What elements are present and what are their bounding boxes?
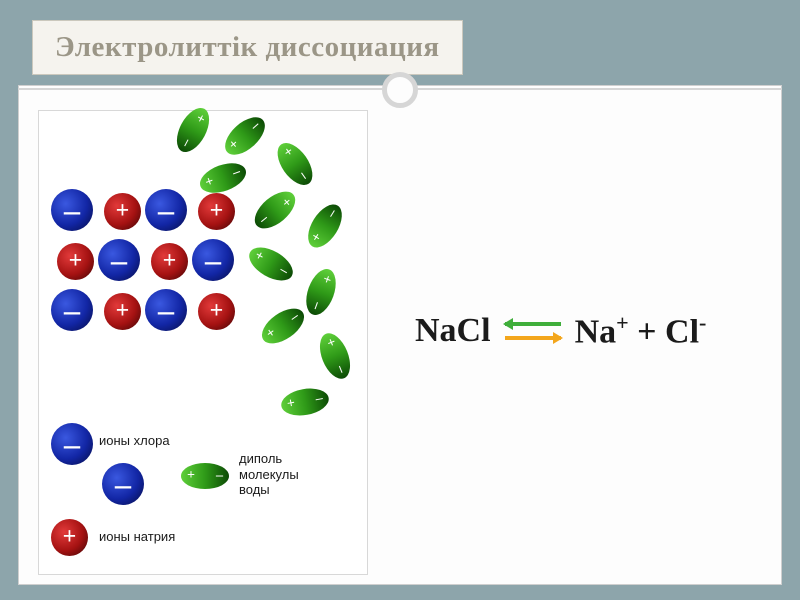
chloride-ion: –: [51, 289, 93, 331]
sodium-ion: +: [151, 243, 188, 280]
sodium-ion: +: [198, 293, 235, 330]
equilibrium-arrows: [505, 318, 561, 344]
equation-lhs: NaCl: [415, 312, 491, 350]
chloride-ion: –: [145, 189, 187, 231]
water-dipole: +–: [256, 302, 310, 351]
water-dipole: +–: [271, 137, 320, 191]
dissociation-equation: NaCl Na+ + Cl-: [415, 310, 706, 351]
legend-sodium: ионы натрия: [99, 529, 175, 545]
chloride-ion: –: [145, 289, 187, 331]
divider-ring: [382, 72, 418, 108]
water-dipole: +–: [314, 329, 356, 383]
water-dipole: +–: [218, 110, 271, 161]
legend-dipole: диполь молекулы воды: [239, 451, 299, 498]
chloride-ion: –: [102, 463, 144, 505]
chloride-ion: –: [51, 423, 93, 465]
water-dipole: +–: [181, 463, 229, 489]
equation-rhs: Na+ + Cl-: [575, 310, 707, 351]
water-dipole: +–: [301, 199, 348, 253]
water-dipole: +–: [244, 241, 299, 288]
water-dipole: +–: [170, 103, 215, 158]
arrow-reverse: [505, 318, 561, 330]
water-dipole: +–: [301, 265, 342, 319]
sodium-ion: +: [104, 293, 141, 330]
divider-left: [18, 88, 390, 90]
legend-chlorine: ионы хлора: [99, 433, 170, 449]
sodium-ion: +: [51, 519, 88, 556]
dissociation-diagram: ионы хлора ионы натрия диполь молекулы в…: [38, 110, 368, 575]
sodium-ion: +: [104, 193, 141, 230]
water-dipole: +–: [279, 385, 331, 419]
sodium-ion: +: [57, 243, 94, 280]
arrow-forward: [505, 332, 561, 344]
sodium-ion: +: [198, 193, 235, 230]
water-dipole: +–: [196, 158, 250, 199]
chloride-ion: –: [51, 189, 93, 231]
divider-right: [410, 88, 782, 90]
chloride-ion: –: [192, 239, 234, 281]
slide-title: Электролиттік диссоциация: [55, 31, 440, 63]
slide-title-box: Электролиттік диссоциация: [32, 20, 463, 75]
water-dipole: +–: [248, 185, 301, 236]
chloride-ion: –: [98, 239, 140, 281]
